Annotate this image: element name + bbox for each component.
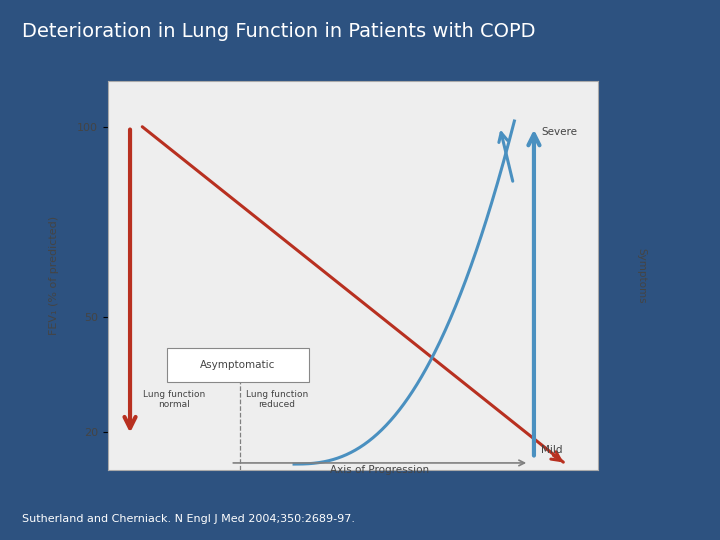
Text: Asymptomatic: Asymptomatic xyxy=(200,360,276,370)
Text: Mild: Mild xyxy=(541,444,563,455)
Text: FEV₁ (% of predicted): FEV₁ (% of predicted) xyxy=(49,216,59,335)
Text: Deterioration in Lung Function in Patients with COPD: Deterioration in Lung Function in Patien… xyxy=(22,22,535,40)
Text: Sutherland and Cherniack. N Engl J Med 2004;350:2689-97.: Sutherland and Cherniack. N Engl J Med 2… xyxy=(22,514,355,524)
Text: Axis of Progression: Axis of Progression xyxy=(330,465,429,475)
Text: Severe: Severe xyxy=(541,127,577,137)
FancyBboxPatch shape xyxy=(167,348,309,382)
Text: Lung function
normal: Lung function normal xyxy=(143,390,205,409)
Text: Symptoms: Symptoms xyxy=(636,247,647,303)
Text: Lung function
reduced: Lung function reduced xyxy=(246,390,308,409)
